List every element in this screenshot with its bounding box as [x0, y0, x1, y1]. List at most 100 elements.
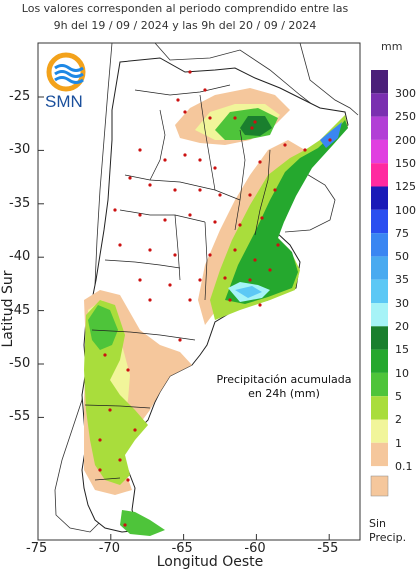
station-dot [328, 138, 332, 142]
header-line-2: 9h del 19 / 09 / 2024 y las 9h del 20 / … [53, 19, 317, 32]
x-axis-label: Longitud Oeste [156, 554, 264, 570]
station-dot [218, 193, 222, 197]
legend-label-50: 50 [395, 250, 409, 264]
precip-zone-5-south [88, 305, 118, 350]
station-dot [253, 258, 257, 262]
station-dot [103, 353, 107, 357]
station-dot [128, 176, 132, 180]
station-dot [138, 278, 142, 282]
station-dot [198, 158, 202, 162]
station-dot [248, 278, 252, 282]
legend-swatch-125 [371, 163, 388, 187]
precip-zone-10-east [225, 120, 348, 304]
lon-tick-label: -75 [26, 541, 48, 556]
legend-no-precip-line1: Sin [369, 517, 387, 530]
legend-label-1: 1 [395, 436, 402, 450]
station-dot [98, 438, 102, 442]
legend-label-30: 30 [395, 296, 409, 310]
station-dot [258, 160, 262, 164]
station-dot [250, 126, 254, 130]
lon-tick-label: -55 [317, 541, 339, 556]
lat-tick-label: -35 [9, 195, 31, 211]
station-dot [118, 243, 122, 247]
smn-logo-text: SMN [45, 92, 83, 111]
lat-tick-label: -25 [9, 89, 31, 104]
legend-label-10: 10 [395, 366, 409, 380]
lon-tick-label: -65 [171, 541, 193, 556]
lat-tick-label: -50 [9, 356, 31, 371]
legend-swatch-5 [371, 372, 388, 397]
weather-stations [98, 70, 332, 527]
station-dot [148, 248, 152, 252]
station-dot [138, 213, 142, 217]
station-dot [173, 253, 177, 257]
station-dot [213, 220, 217, 224]
lon-tick-label: -70 [98, 541, 121, 556]
precipitation-note: Precipitación acumulada en 24h (mm) [214, 373, 354, 401]
station-dot [233, 116, 237, 120]
station-dot [198, 188, 202, 192]
legend-swatch-30 [371, 279, 388, 303]
station-dot [126, 368, 130, 372]
station-dot [113, 208, 117, 212]
legend-swatch-35 [371, 256, 388, 280]
legend-swatch-0.1 [371, 442, 388, 467]
legend-swatch-20 [371, 303, 388, 327]
station-dot [223, 276, 227, 280]
legend-swatch-300 [371, 70, 388, 94]
legend-label-75: 75 [395, 226, 409, 240]
station-dot [126, 478, 130, 482]
station-dot [108, 408, 112, 412]
station-dot [98, 468, 102, 472]
map-content [54, 42, 359, 536]
legend-label-250: 250 [395, 110, 416, 124]
legend-unit: mm [381, 40, 403, 53]
station-dot [188, 213, 192, 217]
station-dot [183, 153, 187, 157]
legend-label-300: 300 [395, 87, 416, 100]
station-dot [208, 116, 212, 120]
legend-label-150: 150 [395, 156, 416, 170]
lat-tick-label: -30 [9, 142, 31, 158]
station-dot [276, 243, 280, 247]
legend-label-2: 2 [395, 413, 402, 427]
legend-swatch-100 [371, 186, 388, 210]
smn-logo-icon [46, 52, 86, 92]
brazil-outline [299, 42, 359, 116]
station-dot [260, 216, 264, 220]
station-dot [208, 253, 212, 257]
precip-zone-50-east [320, 122, 342, 148]
station-dot [163, 218, 167, 222]
station-dot [188, 298, 192, 302]
lat-tick-label: -55 [9, 409, 31, 425]
legend-swatch-250 [371, 93, 388, 117]
legend-label-125: 125 [395, 180, 416, 194]
station-dot [178, 338, 182, 342]
legend-swatch-200 [371, 116, 388, 140]
station-dot [176, 98, 180, 102]
station-dot [148, 298, 152, 302]
station-dot [183, 110, 187, 114]
axis-ticks [37, 96, 330, 540]
station-dot [118, 458, 122, 462]
station-dot [133, 428, 137, 432]
station-dot [168, 283, 172, 287]
legend-no-precip-line2: Precip. [369, 531, 407, 544]
legend-label-0.1: 0.1 [395, 459, 413, 473]
legend-label-15: 15 [395, 343, 409, 357]
station-dot [138, 148, 142, 152]
legend-no-precip-label: Sin Precip. [369, 517, 406, 545]
legend-label-200: 200 [395, 133, 416, 147]
station-dot [203, 88, 207, 92]
station-dot [283, 143, 287, 147]
precip-zone-15-north [240, 116, 272, 136]
precip-zone-5-tierra-del-fuego [120, 510, 165, 536]
legend-swatch-75 [371, 209, 388, 234]
lon-tick-label: -60 [244, 541, 266, 556]
station-dot [123, 523, 127, 527]
station-dot [253, 120, 257, 124]
station-dot [258, 303, 262, 307]
station-dot [213, 166, 217, 170]
legend-label-35: 35 [395, 273, 409, 287]
